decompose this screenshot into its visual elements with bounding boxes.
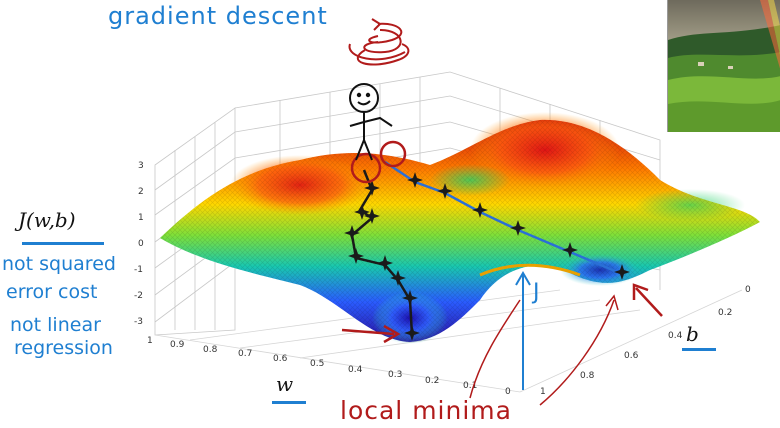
b-tick-label: 0.8 bbox=[580, 371, 595, 381]
step-star bbox=[390, 270, 406, 286]
step-star bbox=[472, 202, 488, 218]
start-circles bbox=[350, 140, 407, 184]
w-tick-label: 0.3 bbox=[388, 370, 402, 380]
step-star bbox=[562, 242, 578, 258]
step-star bbox=[364, 180, 380, 196]
local-minima-label: local minima bbox=[340, 396, 512, 425]
step-star bbox=[377, 255, 393, 271]
step-star bbox=[344, 225, 360, 241]
w-tick-label: 0.1 bbox=[463, 381, 477, 391]
w-label-underline bbox=[272, 401, 306, 404]
step-star bbox=[364, 208, 380, 224]
diagram-title: gradient descent bbox=[108, 2, 328, 30]
w-tick-label: 0.5 bbox=[310, 359, 324, 369]
j-arrow bbox=[515, 271, 531, 390]
step-star bbox=[407, 172, 423, 188]
step-star bbox=[354, 204, 370, 220]
rotate-arrows-icon bbox=[348, 18, 410, 66]
w-tick-label: 0.2 bbox=[425, 376, 439, 386]
step-star bbox=[437, 183, 453, 199]
note-not-linear-line2: regression bbox=[14, 337, 113, 359]
descent-steps bbox=[344, 172, 630, 341]
w-tick-label: 0.4 bbox=[348, 365, 363, 375]
step-star bbox=[510, 220, 526, 236]
b-tick-label: 0.4 bbox=[668, 331, 683, 341]
b-tick-label: 0.2 bbox=[718, 308, 732, 318]
cost-function-label: J(w,b) bbox=[18, 208, 76, 232]
step-star bbox=[402, 290, 418, 306]
b-label-underline bbox=[682, 348, 716, 351]
w-tick-label: 1 bbox=[147, 336, 153, 346]
w-axis: 1 0.9 0.8 0.7 0.6 0.5 0.4 0.3 0.2 0.1 0 bbox=[147, 336, 511, 397]
b-axis-label: b bbox=[686, 322, 699, 346]
z-tick-label: 1 bbox=[138, 213, 144, 223]
w-tick-label: 0.7 bbox=[238, 349, 252, 359]
descent-path-left bbox=[350, 169, 414, 336]
z-tick-label: -3 bbox=[134, 317, 143, 327]
w-tick-label: 0.6 bbox=[273, 354, 288, 364]
z-tick-label: 3 bbox=[138, 161, 144, 171]
z-tick-label: 0 bbox=[138, 239, 144, 249]
w-tick-label: 0 bbox=[505, 387, 511, 397]
note-not-squared-line2: error cost bbox=[6, 281, 98, 303]
j-label: J bbox=[533, 280, 540, 305]
note-not-squared-line1: not squared bbox=[2, 253, 116, 275]
z-tick-label: -2 bbox=[134, 291, 143, 301]
b-tick-label: 1 bbox=[540, 387, 546, 397]
b-tick-label: 0.6 bbox=[624, 351, 639, 361]
z-tick-label: -1 bbox=[134, 265, 143, 275]
z-axis: 3 2 1 0 -1 -2 -3 bbox=[134, 161, 144, 327]
landscape-rainbow-photo bbox=[667, 0, 780, 132]
stick-figure bbox=[349, 83, 393, 161]
note-not-linear-line1: not linear bbox=[10, 314, 101, 336]
step-star bbox=[404, 325, 420, 341]
step-star bbox=[614, 264, 630, 280]
b-tick-label: 0 bbox=[745, 285, 751, 295]
minima-arrows bbox=[341, 283, 663, 406]
step-star bbox=[348, 248, 364, 264]
w-axis-label: w bbox=[276, 372, 294, 396]
cost-surface bbox=[160, 112, 760, 344]
w-tick-label: 0.9 bbox=[170, 340, 185, 350]
w-tick-label: 0.8 bbox=[203, 345, 218, 355]
b-axis: 0 0.2 0.4 0.6 0.8 1 bbox=[540, 285, 751, 397]
z-tick-label: 2 bbox=[138, 187, 144, 197]
cost-label-underline bbox=[22, 242, 104, 245]
